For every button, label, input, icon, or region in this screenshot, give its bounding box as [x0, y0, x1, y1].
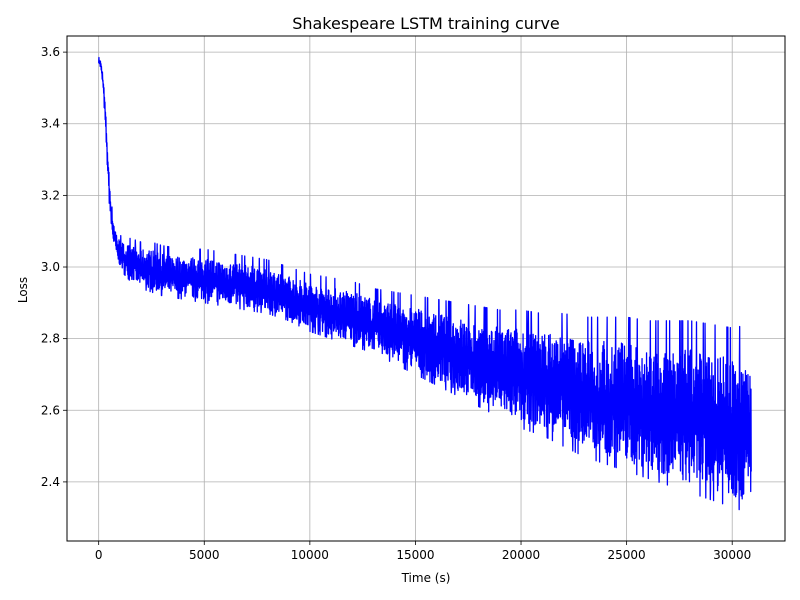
y-tick-label: 2.4: [41, 475, 60, 489]
x-tick-label: 15000: [396, 548, 434, 562]
y-tick-label: 3.6: [41, 45, 60, 59]
x-tick-label: 20000: [502, 548, 540, 562]
chart-title: Shakespeare LSTM training curve: [292, 14, 560, 33]
loss-series-line: [98, 56, 752, 511]
y-tick-label: 2.6: [41, 403, 60, 417]
plot-frame: [66, 35, 786, 542]
y-axis-label: Loss: [16, 277, 30, 303]
x-axis: 0 5000 10000 15000 20000 25000 30000: [95, 541, 751, 562]
x-tick-label: 10000: [291, 548, 329, 562]
x-axis-label: Time (s): [401, 571, 451, 585]
y-tick-label: 2.8: [41, 332, 60, 346]
y-tick-label: 3.2: [41, 188, 60, 202]
y-tick-label: 3.0: [41, 260, 60, 274]
y-tick-label: 3.4: [41, 117, 60, 131]
series-layer: [98, 56, 752, 511]
x-tick-label: 5000: [189, 548, 220, 562]
x-tick-label: 0: [95, 548, 103, 562]
x-tick-label: 25000: [608, 548, 646, 562]
y-axis: 2.4 2.6 2.8 3.0 3.2 3.4 3.6: [41, 45, 67, 489]
x-tick-label: 30000: [713, 548, 751, 562]
